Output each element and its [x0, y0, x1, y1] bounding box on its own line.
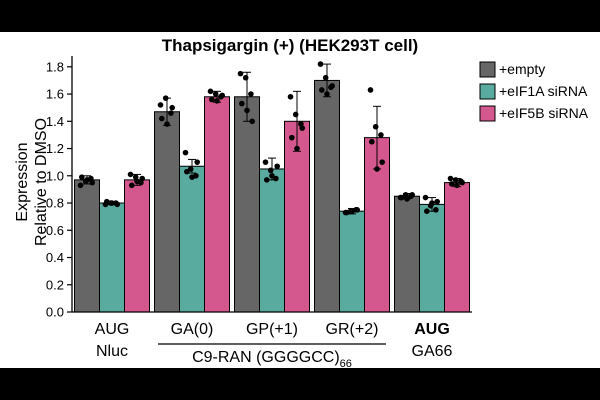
data-point-1-0-5 — [114, 201, 120, 208]
data-point-1-3-3 — [344, 209, 350, 216]
legend-swatch-2 — [479, 105, 496, 122]
x-category-label-3: GR(+2) — [326, 321, 379, 338]
y-tick-label-4: 0.8 — [46, 196, 64, 211]
bar-2-1 — [204, 96, 230, 313]
data-point-2-3-3 — [369, 138, 375, 145]
data-point-2-3-1 — [372, 123, 379, 130]
data-point-1-2-1 — [267, 167, 274, 174]
legend: +empty +eIF1A siRNA +eIF5B siRNA — [479, 61, 589, 122]
legend-swatch-1 — [479, 83, 496, 100]
data-point-0-3-1 — [322, 74, 329, 81]
data-point-2-1-3 — [209, 96, 215, 103]
y-axis-label-line2: Relative to DMSO — [33, 118, 50, 246]
data-point-2-0-0 — [127, 171, 134, 178]
data-point-0-2-5 — [249, 118, 255, 125]
data-point-0-1-5 — [169, 104, 175, 111]
data-point-0-1-2 — [168, 110, 174, 116]
group-label: C9-RAN (GGGGCC)66 — [192, 349, 352, 368]
data-point-2-1-5 — [219, 92, 225, 99]
y-tick-label-3: 0.6 — [46, 223, 64, 238]
data-point-2-4-3 — [449, 181, 455, 187]
data-point-2-4-5 — [459, 179, 466, 186]
data-point-0-2-3 — [239, 100, 245, 107]
bar-0-4 — [394, 195, 420, 313]
data-point-0-2-0 — [237, 70, 244, 77]
y-axis-label: Expression Relative to DMSO — [14, 118, 50, 246]
data-point-0-1-0 — [157, 102, 164, 108]
x-category-label-2: GP(+1) — [246, 321, 298, 338]
data-point-1-1-0 — [182, 149, 189, 156]
data-point-1-4-3 — [424, 208, 430, 214]
data-point-0-0-5 — [89, 179, 95, 186]
data-point-2-1-1 — [212, 91, 219, 97]
data-point-2-0-3 — [129, 182, 135, 189]
data-point-0-0-3 — [79, 174, 85, 180]
data-point-0-3-3 — [319, 87, 325, 93]
data-point-1-2-3 — [264, 177, 270, 183]
data-point-2-3-5 — [379, 159, 386, 165]
y-axis-label-line1: Expression — [14, 142, 31, 221]
bar-0-0 — [74, 179, 100, 313]
data-point-1-1-3 — [184, 168, 190, 175]
data-point-1-2-0 — [262, 159, 269, 165]
x-category-label-4: AUG — [414, 321, 450, 338]
data-point-2-4-1 — [452, 177, 459, 183]
data-point-0-4-3 — [399, 194, 405, 201]
bar-2-4 — [444, 182, 470, 313]
data-point-1-4-2 — [433, 207, 439, 213]
data-point-1-4-0 — [422, 194, 429, 201]
y-tick-label-7: 1.4 — [46, 114, 64, 129]
y-tick-label-1: 0.2 — [46, 277, 64, 292]
bar-1-3 — [339, 210, 365, 313]
legend-label-1: +eIF1A siRNA — [499, 83, 588, 99]
data-point-1-0-3 — [104, 198, 110, 205]
bar-2-0 — [124, 179, 150, 313]
data-point-2-3-2 — [378, 132, 384, 138]
x-category-label-1: GA(0) — [171, 321, 214, 338]
bar-chart: Thapsigargin (+) (HEK293T cell) Expressi… — [14, 36, 589, 368]
data-point-1-2-5 — [274, 163, 281, 170]
bar-0-2 — [234, 96, 260, 313]
data-point-2-2-1 — [292, 111, 299, 118]
y-tick-label-0: 0.0 — [46, 305, 64, 320]
data-point-1-3-5 — [354, 207, 361, 213]
data-point-2-2-3 — [289, 134, 295, 141]
data-point-0-3-5 — [329, 83, 336, 89]
data-point-2-3-0 — [367, 87, 374, 93]
data-point-0-1-3 — [159, 115, 165, 122]
bar-1-0 — [99, 202, 125, 313]
data-point-0-2-1 — [242, 74, 249, 81]
data-point-2-2-0 — [287, 93, 294, 100]
y-tick-label-5: 1.0 — [46, 168, 64, 183]
bar-2-2 — [284, 120, 310, 313]
legend-label-2: +eIF5B siRNA — [499, 105, 589, 121]
data-point-0-4-5 — [409, 192, 416, 198]
data-point-1-1-4 — [189, 174, 195, 180]
bar-1-4 — [419, 203, 445, 313]
bar-1-2 — [259, 168, 285, 313]
legend-swatch-0 — [479, 61, 496, 78]
legend-label-0: +empty — [499, 61, 545, 77]
chart-canvas: Thapsigargin (+) (HEK293T cell) Expressi… — [0, 32, 600, 368]
data-point-1-4-5 — [434, 198, 441, 205]
y-tick-label-9: 1.8 — [46, 59, 64, 74]
data-point-2-0-5 — [139, 175, 145, 182]
data-point-0-0-0 — [77, 182, 84, 189]
bar-1-1 — [179, 165, 205, 313]
chart-title: Thapsigargin (+) (HEK293T cell) — [162, 36, 418, 55]
y-tick-label-8: 1.6 — [46, 87, 64, 102]
data-point-1-1-5 — [194, 159, 200, 165]
data-point-2-2-5 — [299, 125, 306, 131]
data-point-0-2-2 — [248, 91, 254, 97]
bar-0-1 — [154, 111, 180, 313]
data-point-0-3-0 — [317, 61, 324, 67]
data-point-2-4-0 — [447, 175, 454, 182]
x-category-sublabel-4: GA66 — [412, 343, 453, 360]
data-point-2-1-0 — [207, 88, 214, 95]
y-tick-label-6: 1.2 — [46, 141, 64, 156]
x-category-label-0: AUG — [95, 321, 130, 338]
y-tick-label-2: 0.4 — [46, 250, 64, 265]
x-category-sublabel-0: Nluc — [96, 343, 128, 360]
bar-0-3 — [314, 79, 340, 313]
